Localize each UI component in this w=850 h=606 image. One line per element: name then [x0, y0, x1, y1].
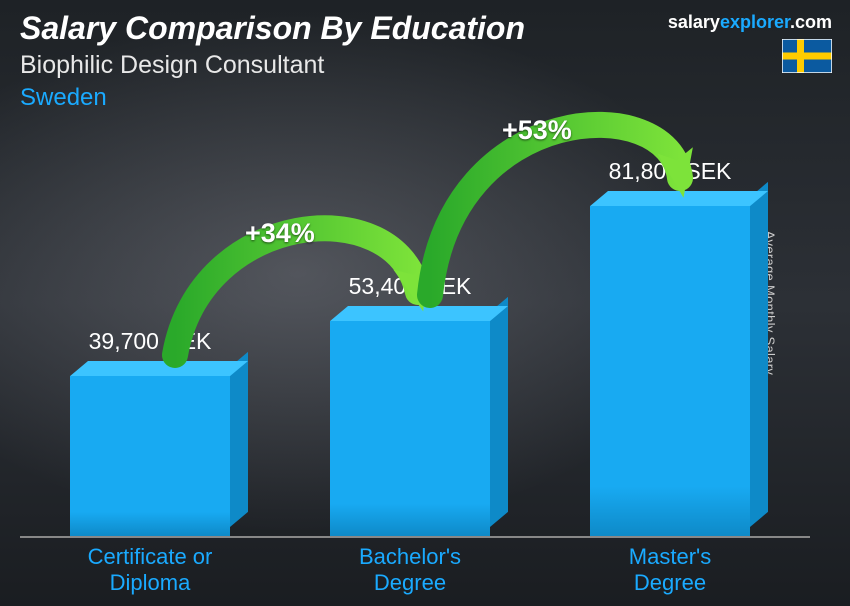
increase-percent-label: +53% — [502, 115, 572, 146]
increase-arrow-icon — [0, 0, 850, 606]
